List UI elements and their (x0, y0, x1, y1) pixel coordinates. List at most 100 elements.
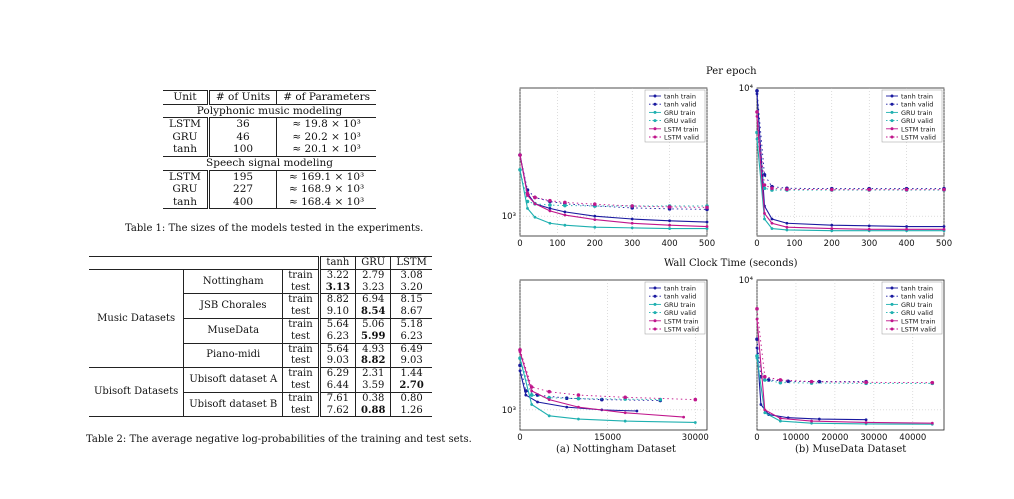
nll-value: 5.64 (319, 318, 357, 331)
data-point (755, 89, 759, 93)
legend-marker (890, 319, 894, 323)
nll-value: 0.88 (355, 404, 392, 418)
legend-label: LSTM train (901, 125, 936, 133)
x-tick-label: 500 (936, 239, 952, 249)
data-point (668, 227, 671, 230)
x-tick-label: 15000 (594, 433, 621, 443)
split-label: test (282, 404, 321, 418)
legend-marker (653, 110, 657, 114)
data-point (930, 380, 935, 385)
data-point (548, 203, 552, 207)
legend-box (881, 89, 943, 143)
section-title-polyphonic: Polyphonic music modeling (163, 104, 377, 119)
data-point (530, 403, 534, 406)
data-point (830, 227, 834, 230)
x-tick-label: 0 (754, 433, 759, 443)
data-point (785, 187, 789, 192)
data-point (565, 405, 569, 409)
legend-marker (653, 302, 657, 306)
data-point (904, 187, 909, 192)
data-point (770, 186, 774, 191)
legend-label: LSTM valid (664, 134, 699, 142)
data-point (630, 217, 634, 221)
nll-value: 3.22 (319, 269, 357, 282)
group-label: Ubisoft Datasets (89, 367, 185, 418)
legend-marker (653, 127, 657, 131)
data-point (817, 417, 821, 421)
nll-value: 7.62 (319, 404, 357, 418)
nll-value: 8.15 (400, 294, 423, 306)
data-point (547, 398, 551, 401)
figure-title-wall-clock: Wall Clock Time (seconds) (664, 258, 798, 269)
legend-marker (653, 119, 657, 123)
data-point (778, 416, 782, 420)
data-point (705, 205, 709, 210)
legend-label: tanh train (664, 285, 696, 293)
legend-label: GRU train (901, 301, 933, 309)
data-point (630, 221, 634, 225)
legend-label: tanh valid (664, 293, 696, 301)
cell-unit: LSTM (163, 117, 210, 131)
data-point (905, 225, 908, 228)
legend-marker (653, 319, 657, 323)
data-point (518, 153, 522, 157)
split-label: train (282, 318, 321, 331)
legend-label: GRU valid (664, 309, 696, 317)
data-point (942, 227, 946, 231)
header-blank (282, 256, 321, 270)
group-label: Music Datasets (89, 269, 185, 369)
legend-marker (890, 135, 894, 139)
cell-unit: tanh (163, 195, 210, 210)
data-point (763, 408, 767, 412)
series-line (519, 169, 707, 207)
data-point (623, 411, 627, 415)
data-point (755, 110, 759, 114)
data-point (563, 223, 567, 227)
legend-marker (890, 311, 894, 315)
data-point (530, 389, 534, 393)
legend-marker (890, 127, 894, 131)
nll-value: 2.79 (355, 269, 392, 282)
legend-box (881, 281, 943, 335)
data-point (518, 348, 522, 352)
data-point (623, 395, 627, 400)
cell-params: ≈ 169.1 × 10³ (288, 170, 365, 183)
nll-value: 6.23 (319, 330, 357, 344)
series-line (756, 308, 933, 384)
data-point (864, 380, 868, 385)
data-point (547, 389, 552, 394)
legend-box (644, 89, 706, 143)
nll-value: 2.70 (390, 379, 432, 393)
split-label: train (282, 392, 321, 405)
series-line (756, 319, 933, 424)
x-tick-label: 0 (517, 433, 522, 443)
legend-marker (653, 286, 657, 290)
series-line (756, 93, 944, 228)
nll-value: 0.80 (400, 392, 423, 404)
legend-label: GRU valid (901, 309, 933, 317)
data-point (576, 393, 581, 397)
nll-value: 3.08 (400, 269, 423, 281)
cell-units: 36 (208, 117, 278, 131)
nll-value: 1.44 (400, 368, 423, 380)
nll-value: 8.82 (355, 355, 392, 369)
cell-params: ≈ 168.9 × 10³ (288, 183, 365, 196)
data-point (770, 217, 774, 221)
data-point (830, 187, 834, 192)
series-line (756, 358, 933, 425)
dataset-name: Nottingham (183, 269, 284, 295)
nll-value: 8.54 (355, 306, 392, 319)
data-point (524, 393, 528, 397)
y-tick-label: 10³ (502, 212, 516, 222)
legend-label: tanh train (901, 285, 933, 293)
cell-unit: GRU (163, 130, 210, 144)
data-point (548, 209, 552, 213)
data-point (942, 187, 946, 192)
x-tick-label: 20000 (821, 433, 848, 443)
legend-marker (653, 94, 657, 98)
legend-marker (890, 102, 894, 106)
nll-value: 5.06 (355, 318, 392, 331)
legend-label: tanh train (664, 93, 696, 101)
data-point (548, 221, 552, 225)
